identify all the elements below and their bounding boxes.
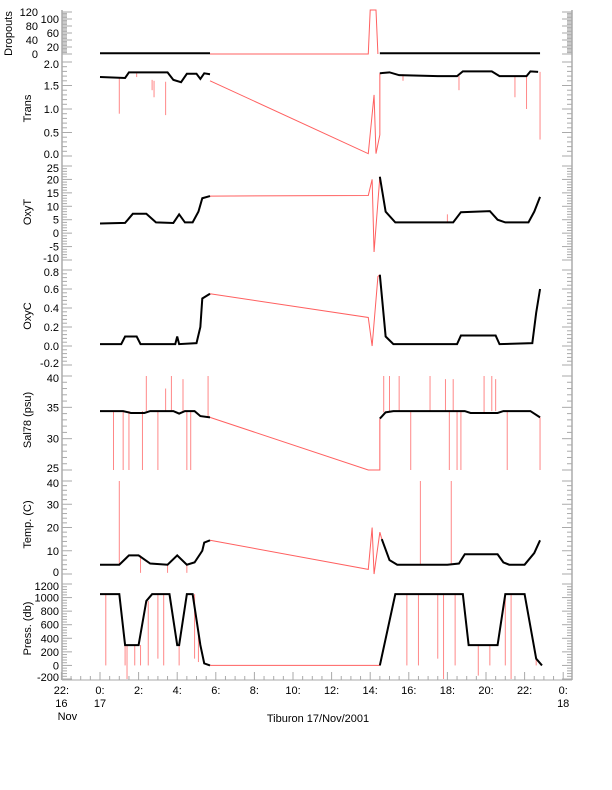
y-tick-label: 40 <box>26 35 38 47</box>
y-tick-label: 10 <box>47 546 59 558</box>
y-tick-label: 1200 <box>35 581 59 593</box>
panel-4: 25 30 35 40 Sal78 (psu) <box>22 368 573 475</box>
y-tick-label: 80 <box>26 21 38 33</box>
y-axis-label: Trans <box>22 94 34 122</box>
y-tick-label: 0.0 <box>44 341 59 353</box>
data-line <box>100 593 211 667</box>
x-axis-title: Tiburon 17/Nov/2001 <box>267 713 369 725</box>
data-line <box>99 71 211 84</box>
y-tick-label: 20 <box>47 523 59 535</box>
y-tick-label: 0 <box>53 660 59 672</box>
data-line <box>99 195 211 225</box>
x-tick-label: 20: <box>478 685 493 697</box>
y-tick-label: 1.0 <box>44 104 59 116</box>
y-tick-label: -10 <box>43 253 59 265</box>
y-tick-label: 25 <box>47 463 59 475</box>
y-tick-label: 20 <box>47 42 59 54</box>
data-line <box>379 410 541 420</box>
y-tick-label: 100 <box>41 14 59 26</box>
x-tick-label: 0: <box>559 685 568 697</box>
x-tick-label: 14: <box>363 685 378 697</box>
y-tick-label: 40 <box>47 373 59 385</box>
x-tick-label: 6: <box>211 685 220 697</box>
panel-3: -0.2 0.0 0.2 0.4 0.6 0.8 OxyC <box>22 264 573 370</box>
gap-line <box>209 527 383 575</box>
y-tick-label: -5 <box>49 242 59 254</box>
gap-line <box>209 416 381 471</box>
x-tick-label: 16 <box>55 698 67 710</box>
data-line <box>378 274 542 346</box>
y-tick-label: 0.0 <box>44 149 59 161</box>
y-tick-label: 10 <box>47 201 59 213</box>
x-tick-label: 17 <box>94 698 106 710</box>
panel-5: 0 10 20 30 40 Temp. (C) <box>22 472 573 579</box>
x-tick-label: 2: <box>134 685 143 697</box>
y-tick-label: 1000 <box>35 593 59 605</box>
y-tick-label: 0.6 <box>44 284 59 296</box>
gap-line <box>209 274 381 347</box>
data-line <box>378 176 541 224</box>
panel-1: 0.0 0.5 1.0 1.5 2.0 Trans <box>22 57 573 161</box>
x-tick-label: 4: <box>173 685 182 697</box>
y-axis-label: OxyT <box>22 199 34 226</box>
y-tick-label: 25 <box>47 163 59 175</box>
y-axis-label: Temp. (C) <box>22 500 34 548</box>
y-tick-label: 0.8 <box>44 267 59 279</box>
y-tick-label: -0.2 <box>40 358 59 370</box>
y-tick-label: 0.4 <box>44 303 59 315</box>
y-tick-label: 120 <box>20 7 38 19</box>
y-tick-label: 60 <box>47 28 59 40</box>
data-line <box>100 292 211 346</box>
x-tick-label: 16: <box>401 685 416 697</box>
y-tick-label: 0.2 <box>44 322 59 334</box>
gap-line <box>210 9 379 55</box>
y-tick-label: 5 <box>53 215 59 227</box>
y-tick-label: 0 <box>53 228 59 240</box>
gap-line <box>209 73 381 155</box>
y-tick-label: -200 <box>37 672 59 684</box>
y-axis-label: Sal78 (psu) <box>22 392 34 448</box>
data-line <box>100 410 211 419</box>
y-tick-label: 40 <box>47 478 59 490</box>
data-line <box>378 593 543 667</box>
y-tick-label: 30 <box>47 499 59 511</box>
y-axis-label: OxyC <box>22 302 34 330</box>
data-line <box>380 538 541 566</box>
y-tick-label: 20 <box>47 174 59 186</box>
x-tick-label: 22: <box>54 685 69 697</box>
x-tick-label: 22: <box>517 685 532 697</box>
y-tick-label: 1.5 <box>44 81 59 93</box>
y-tick-label: 30 <box>47 434 59 446</box>
y-tick-label: 200 <box>41 647 59 659</box>
y-tick-label: 0 <box>53 567 59 579</box>
y-tick-label: 600 <box>41 620 59 632</box>
gap-line <box>210 176 381 252</box>
y-tick-label: 0.5 <box>44 128 59 140</box>
y-tick-label: 2.0 <box>44 59 59 71</box>
x-tick-label: 12: <box>324 685 339 697</box>
x-tick-label: Nov <box>58 711 78 723</box>
y-tick-label: 400 <box>41 633 59 645</box>
x-tick-label: 0: <box>95 685 104 697</box>
x-tick-label: 18 <box>557 698 569 710</box>
y-tick-label: 800 <box>41 606 59 618</box>
data-line <box>379 70 539 78</box>
data-line <box>100 539 211 566</box>
x-tick-label: 10: <box>285 685 300 697</box>
y-tick-label: 35 <box>47 402 59 414</box>
y-tick-label: 15 <box>47 188 59 200</box>
y-axis-label: Dropouts <box>3 11 15 56</box>
x-tick-label: 8: <box>250 685 259 697</box>
x-tick-label: 18: <box>440 685 455 697</box>
y-axis-label: Press. (db) <box>22 602 34 656</box>
y-tick-label: 0 <box>32 49 38 61</box>
